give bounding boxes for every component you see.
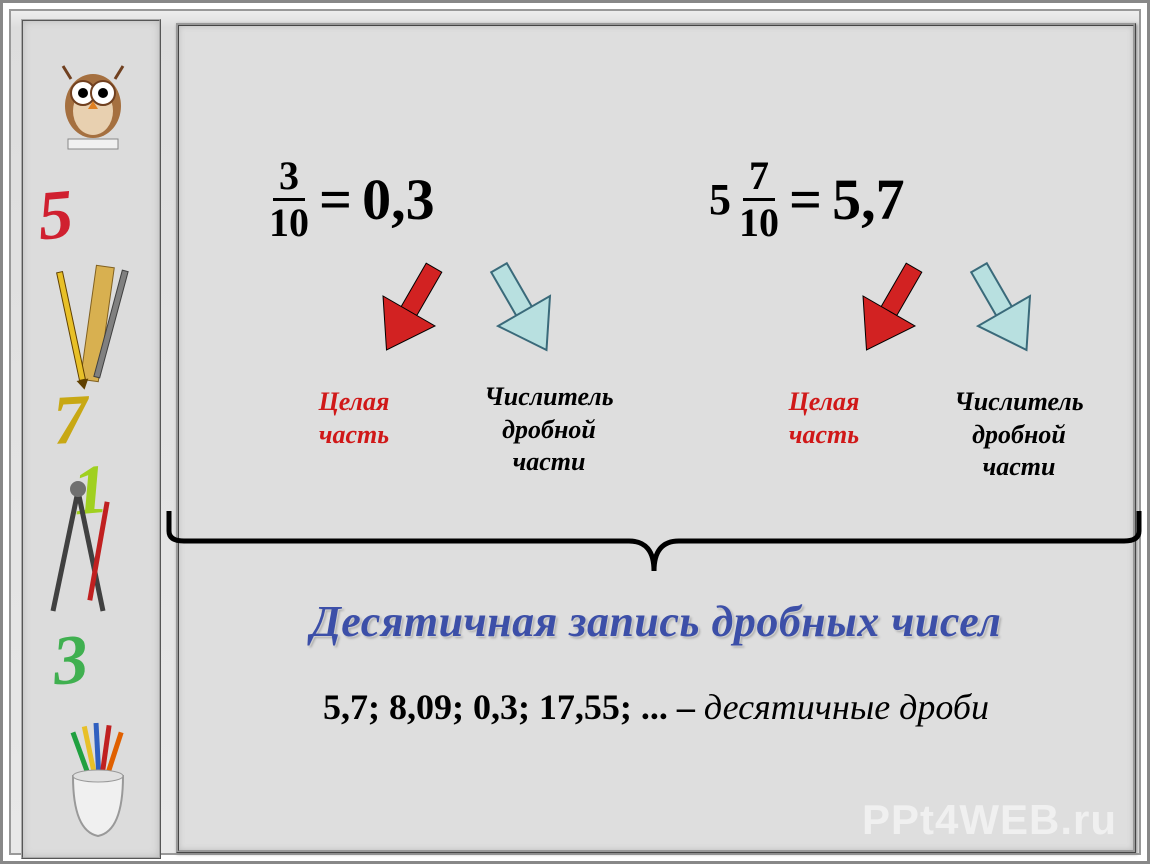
arrow-blue-2 — [959, 256, 1049, 366]
fraction-2-denominator: 10 — [739, 201, 779, 243]
equals-2: = — [789, 166, 822, 233]
examples-desc: десятичные дроби — [695, 687, 989, 727]
ruler-pencil-icon — [53, 261, 143, 391]
outer-frame: 5 7 1 3 — [9, 9, 1141, 855]
arrow-red-1 — [364, 256, 454, 366]
pencil-cup-icon — [53, 721, 143, 841]
fraction-1-numerator: 3 — [273, 156, 305, 201]
main-panel: 3 10 = 0,3 Целаячасть Числительдробнойча… — [176, 23, 1136, 853]
digit-7-decor: 7 — [51, 380, 90, 462]
sidebar: 5 7 1 3 — [21, 19, 161, 859]
digit-5-decor: 5 — [35, 175, 77, 258]
equation-1: 3 10 = 0,3 — [269, 156, 435, 243]
arrow-blue-1 — [479, 256, 569, 366]
watermark: PPt4WEB.ru — [862, 796, 1117, 844]
fraction-1: 3 10 — [269, 156, 309, 243]
arrow-red-2 — [844, 256, 934, 366]
equals-1: = — [319, 166, 352, 233]
label-whole-part-1: Целаячасть — [279, 386, 429, 451]
label-numerator-part-1: Числительдробнойчасти — [449, 381, 649, 479]
compass-pencil-icon — [38, 471, 118, 621]
decimal-1: 0,3 — [362, 166, 435, 233]
fraction-2: 7 10 — [739, 156, 779, 243]
fraction-2-numerator: 7 — [743, 156, 775, 201]
examples-numbers: 5,7; 8,09; 0,3; 17,55; ... – — [323, 687, 695, 727]
fraction-1-denominator: 10 — [269, 201, 309, 243]
label-whole-part-2: Целаячасть — [749, 386, 899, 451]
label-numerator-part-2: Числительдробнойчасти — [919, 386, 1119, 484]
decimal-2: 5,7 — [832, 166, 905, 233]
curly-brace — [159, 501, 1149, 581]
examples-line: 5,7; 8,09; 0,3; 17,55; ... – десятичные … — [179, 686, 1133, 728]
equation-2: 5 7 10 = 5,7 — [709, 156, 905, 243]
owl-icon — [43, 51, 143, 151]
mixed-whole-2: 5 — [709, 174, 731, 225]
digit-3-decor: 3 — [50, 620, 92, 703]
slide-title: Десятичная запись дробных чисел — [179, 596, 1133, 647]
